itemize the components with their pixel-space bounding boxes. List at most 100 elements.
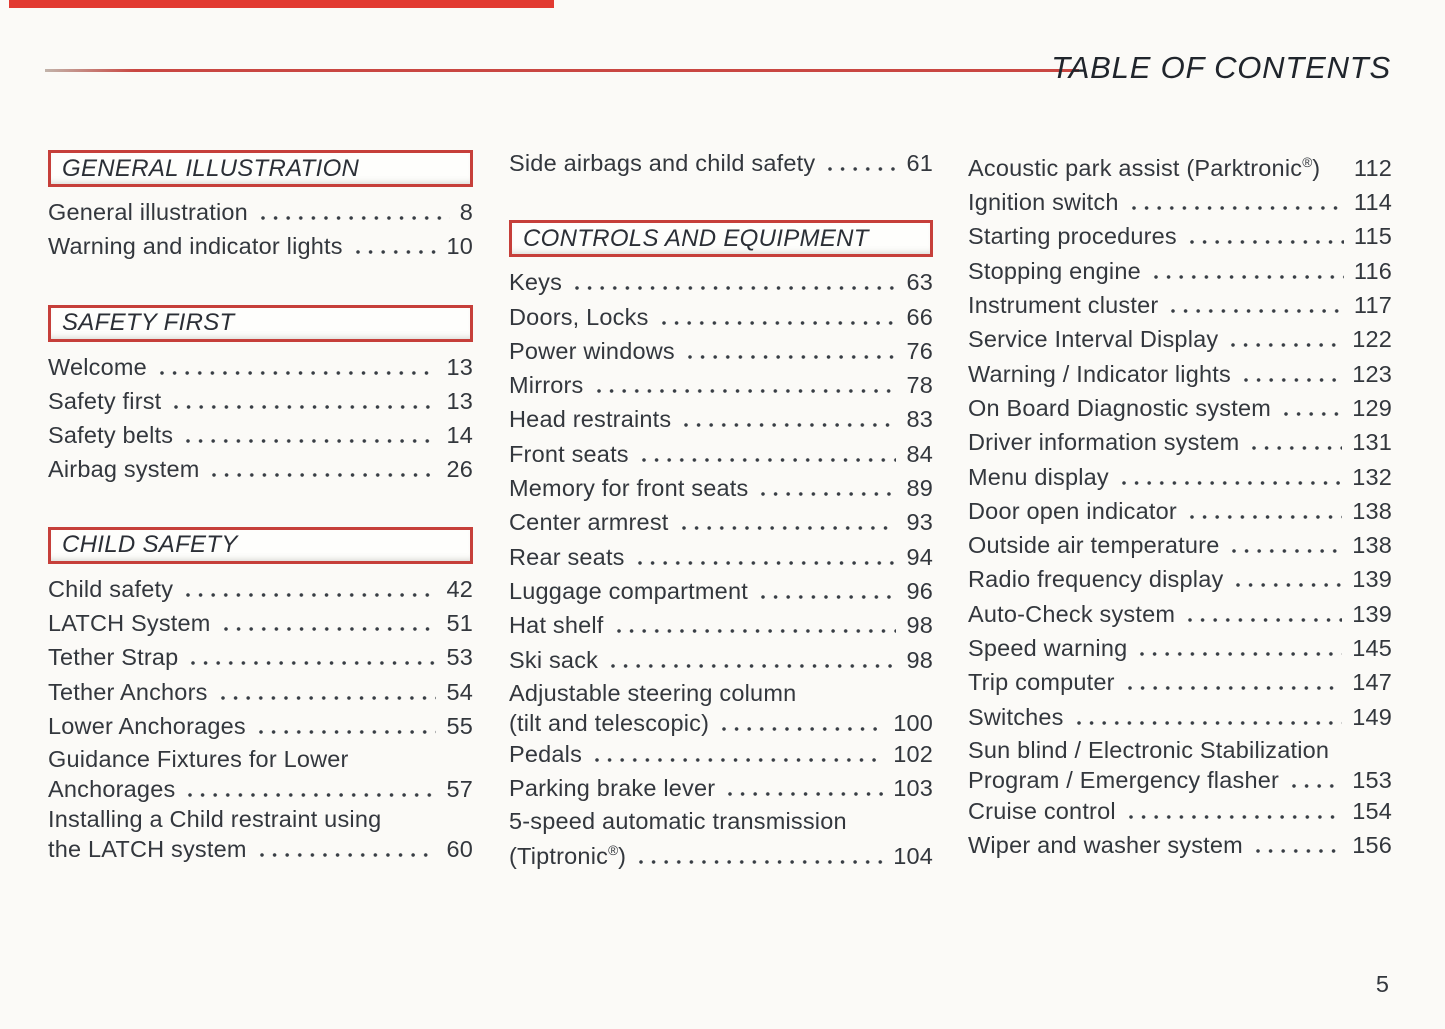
toc-entry: Auto-Check system 139	[968, 597, 1392, 631]
entry-label: Pedals	[509, 740, 583, 767]
toc-entry-line1: Sun blind / Electronic Stabilization	[968, 734, 1392, 766]
entry-label: Instrument cluster	[968, 292, 1159, 319]
entry-page-number: 122	[1352, 326, 1392, 353]
entry-page-number: 154	[1352, 797, 1392, 824]
dot-leader	[687, 354, 897, 359]
entry-page-number: 102	[893, 740, 933, 767]
page-number: 5	[1375, 971, 1389, 997]
entry-page-number: 76	[906, 337, 933, 364]
toc-entry: Lower Anchorages 55	[48, 709, 473, 743]
toc-entry: Wiper and washer system 156	[968, 828, 1392, 862]
entry-label: Adjustable steering column	[509, 679, 797, 706]
entry-label: Installing a Child restraint using	[48, 806, 382, 833]
toc-entry: Center armrest 93	[509, 505, 933, 539]
dot-leader	[1131, 206, 1344, 211]
toc-entry: (tilt and telescopic) 100	[509, 709, 933, 737]
entry-page-number: 114	[1353, 189, 1392, 216]
toc-entry: Welcome 13	[48, 350, 473, 384]
entry-label: Driver information system	[968, 429, 1240, 456]
entry-page-number: 112	[1353, 154, 1392, 181]
section-title: GENERAL ILLUSTRATION	[62, 154, 360, 182]
entry-page-number: 84	[906, 440, 933, 467]
entry-page-number: 53	[446, 644, 473, 671]
entry-page-number: 55	[446, 712, 473, 739]
dot-leader	[1232, 549, 1343, 554]
entry-label: Wiper and washer system	[968, 832, 1243, 859]
dot-leader	[260, 216, 450, 220]
entry-page-number: 93	[906, 509, 933, 536]
entry-page-number: 42	[446, 575, 473, 602]
entry-label: Mirrors	[509, 372, 584, 399]
entry-page-number: 66	[906, 303, 933, 330]
entry-label: On Board Diagnostic system	[968, 394, 1271, 421]
dot-leader	[1189, 240, 1344, 245]
toc-entry: Ignition switch 114	[968, 185, 1392, 219]
entry-label: Center armrest	[509, 509, 669, 536]
dot-leader	[188, 793, 437, 798]
top-accent-bar	[9, 0, 554, 8]
toc-entry: Ski sack 98	[509, 643, 933, 677]
toc-entry: (Tiptronic®) 104	[509, 837, 933, 870]
section-header: GENERAL ILLUSTRATION	[48, 150, 473, 187]
entry-label: Radio frequency display	[968, 566, 1224, 593]
toc-entry: Outside air temperature 138	[968, 528, 1392, 562]
toc-entry: Tether Strap 53	[48, 640, 473, 674]
entry-page-number: 57	[446, 776, 473, 803]
entry-page-number: 129	[1352, 394, 1392, 421]
entry-label: Stopping engine	[968, 257, 1141, 284]
entry-label: Program / Emergency flasher	[968, 766, 1280, 793]
toc-entry: Memory for front seats 89	[509, 471, 933, 505]
entry-label: Acoustic park assist (Parktronic®)	[968, 154, 1321, 181]
entry-label: Guidance Fixtures for Lower	[48, 746, 349, 773]
entry-page-number: 83	[906, 406, 933, 433]
entry-label: Hat shelf	[509, 612, 604, 639]
toc-entry: Rear seats 94	[509, 540, 933, 574]
toc-entry: Head restraints 83	[509, 402, 933, 436]
entry-label: Lower Anchorages	[48, 712, 246, 739]
entry-label: Ignition switch	[968, 189, 1119, 216]
dot-leader	[761, 492, 897, 497]
toc-column-2: Side airbags and child safety 61 CONTROLS …	[509, 146, 933, 870]
dot-leader	[1333, 172, 1344, 176]
entry-label: 5-speed automatic transmission	[509, 808, 847, 835]
toc-entry: Front seats 84	[509, 437, 933, 471]
entry-label: Warning / Indicator lights	[968, 360, 1231, 387]
section-header: SAFETY FIRST	[48, 304, 473, 342]
header-rule	[45, 69, 1079, 72]
dot-leader	[1121, 480, 1343, 485]
page-title: TABLE OF CONTENTS	[1051, 50, 1391, 85]
dot-leader	[159, 370, 437, 375]
dot-leader	[1153, 274, 1344, 279]
section-title: SAFETY FIRST	[62, 309, 235, 337]
entry-label: Memory for front seats	[509, 475, 749, 502]
entry-label: Keys	[509, 269, 563, 296]
dot-leader	[1171, 309, 1344, 314]
entry-page-number: 10	[446, 233, 473, 260]
dot-leader	[641, 457, 897, 462]
toc-entry: Door open indicator 138	[968, 494, 1392, 528]
entry-page-number: 14	[446, 422, 473, 449]
dot-leader	[1252, 446, 1343, 451]
toc-entry: General illustration 8	[48, 195, 473, 229]
entry-page-number: 139	[1352, 600, 1392, 627]
entry-label: Ski sack	[509, 646, 599, 673]
dot-leader	[1140, 651, 1343, 656]
toc-entry: Starting procedures 115	[968, 219, 1392, 253]
toc-column-1: GENERAL ILLUSTRATION General illustration…	[48, 146, 473, 863]
entry-page-number: 123	[1352, 360, 1392, 387]
toc-entry: Power windows 76	[509, 334, 933, 368]
dot-leader	[637, 560, 897, 565]
dot-leader	[1128, 814, 1343, 819]
entry-page-number: 54	[446, 678, 473, 705]
entry-label: Child safety	[48, 575, 174, 602]
entry-label: Doors, Locks	[509, 303, 649, 330]
toc-entry: the LATCH system 60	[48, 835, 473, 863]
entry-page-number: 149	[1352, 703, 1392, 730]
entry-label: Anchorages	[48, 776, 176, 803]
entry-page-number: 131	[1352, 429, 1392, 456]
toc-entry: Safety belts 14	[48, 418, 473, 452]
entry-page-number: 104	[893, 843, 933, 870]
toc-entry: Mirrors 78	[509, 368, 933, 402]
entry-label: Head restraints	[509, 406, 672, 433]
toc-entry: Radio frequency display 139	[968, 562, 1392, 596]
